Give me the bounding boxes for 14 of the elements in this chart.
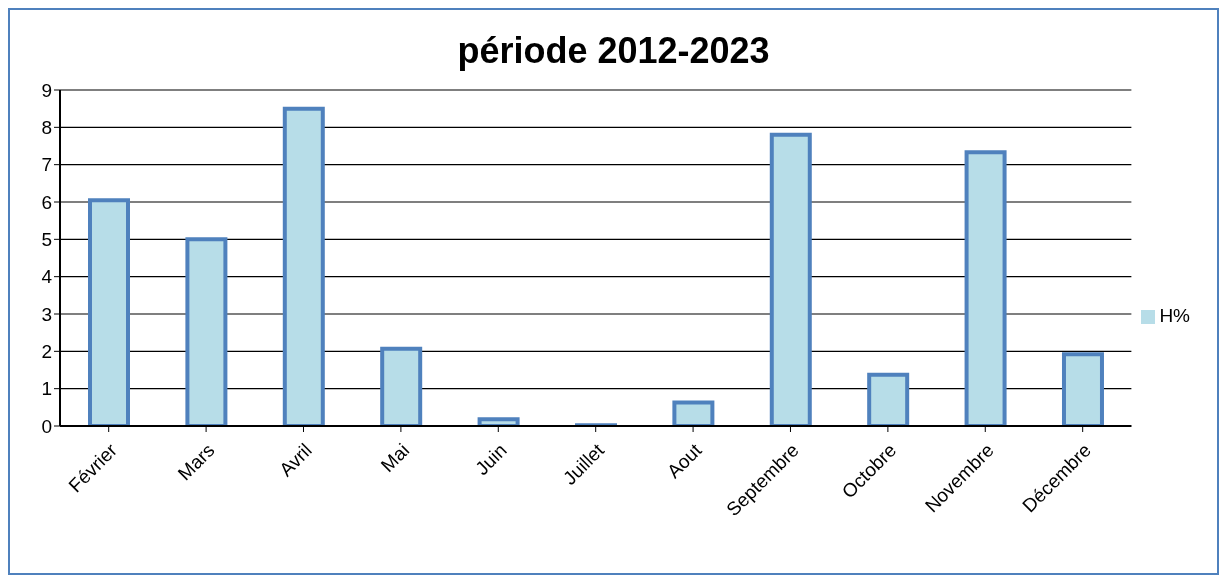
chart-title: période 2012-2023 [456,29,771,73]
y-tick-label: 9 [41,79,52,101]
y-tick-label: 1 [41,378,52,400]
y-tick-label: 0 [41,415,52,437]
y-tick-label: 5 [41,229,52,251]
y-tick-label: 4 [41,266,53,288]
legend-label: H% [1159,305,1190,326]
x-tick-label: Mai [376,439,414,477]
y-tick-label: 7 [41,154,52,176]
x-tick-label: Juin [471,439,511,480]
y-tick-label: 3 [41,303,52,325]
y-tick-label: 6 [41,191,52,213]
y-tick-label: 8 [41,117,52,139]
y-tick-label: 2 [41,341,52,363]
